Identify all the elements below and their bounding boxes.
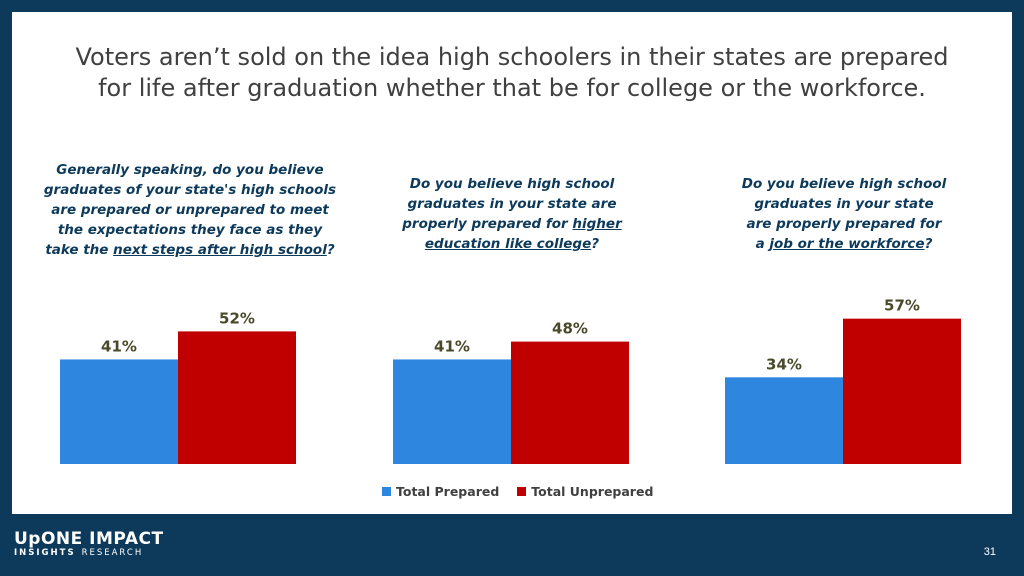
- question-2-line: graduates in your state are: [407, 196, 617, 212]
- question-1-line: take the next steps after high school?: [40, 240, 340, 260]
- question-1-line: the expectations they face as they: [57, 222, 323, 238]
- data-label: 34%: [766, 355, 802, 373]
- logo-bottom-left: INSIGHTS: [14, 548, 76, 558]
- bar-charts: 41% 52% 41% 48% 34% 57%: [60, 297, 961, 464]
- question-3-underlined: job or the workforce: [769, 236, 925, 252]
- question-1-line: are prepared or unprepared to meet: [51, 202, 329, 218]
- question-1-underlined: next steps after high school: [113, 242, 327, 258]
- question-2-prefix: properly prepared for: [402, 216, 573, 232]
- logo-bottom-text: INSIGHTS RESEARCH: [14, 548, 164, 559]
- legend-item-unprepared: Total Unprepared: [517, 484, 653, 499]
- slide: Voters aren’t sold on the idea high scho…: [12, 12, 1012, 514]
- question-1: Generally speaking, do you believe gradu…: [40, 160, 340, 260]
- question-3-suffix: ?: [924, 236, 933, 252]
- question-3-line: are properly prepared for: [746, 216, 942, 232]
- data-label: 48%: [552, 320, 588, 338]
- question-3: Do you believe high school graduates in …: [694, 174, 994, 254]
- legend-item-prepared: Total Prepared: [382, 484, 499, 499]
- legend-swatch-unprepared: [517, 487, 527, 496]
- question-2-line: Do you believe high school: [409, 176, 615, 192]
- question-1-suffix: ?: [326, 242, 335, 258]
- data-label: 52%: [219, 309, 255, 327]
- question-2: Do you believe high school graduates in …: [362, 174, 662, 254]
- question-3-line: graduates in your state: [754, 196, 934, 212]
- legend-label-prepared: Total Prepared: [396, 484, 500, 499]
- bar-unprepared: [178, 331, 296, 464]
- bar-unprepared: [511, 341, 629, 464]
- slide-title: Voters aren’t sold on the idea high scho…: [12, 42, 1012, 104]
- question-3-line: a job or the workforce?: [694, 234, 994, 254]
- title-line-1: Voters aren’t sold on the idea high scho…: [75, 43, 949, 71]
- title-line-2: for life after graduation whether that b…: [98, 74, 926, 102]
- question-2-underlined-2: education like college: [424, 236, 592, 252]
- data-label: 41%: [101, 337, 137, 355]
- bar-prepared: [725, 377, 843, 464]
- logo-bottom-right: RESEARCH: [81, 548, 144, 558]
- question-3-line: Do you believe high school: [741, 176, 947, 192]
- question-2-line: education like college?: [362, 234, 662, 254]
- legend-label-unprepared: Total Unprepared: [531, 484, 654, 499]
- legend: Total Prepared Total Unprepared: [382, 484, 653, 499]
- legend-swatch-prepared: [382, 487, 391, 496]
- bar-prepared: [393, 359, 511, 464]
- question-2-suffix: ?: [591, 236, 600, 252]
- bar-unprepared: [843, 318, 961, 464]
- question-2-underlined: higher: [572, 216, 622, 232]
- page-number: 31: [983, 546, 996, 558]
- logo-top-text: UpONE IMPACT: [14, 529, 164, 549]
- company-logo: UpONE IMPACT INSIGHTS RESEARCH: [14, 530, 164, 559]
- question-1-line: Generally speaking, do you believe: [56, 162, 324, 178]
- data-label: 57%: [884, 297, 920, 315]
- bar-prepared: [60, 359, 178, 464]
- question-3-prefix: a: [755, 236, 770, 252]
- question-1-prefix: take the: [45, 242, 114, 258]
- question-2-line: properly prepared for higher: [362, 214, 662, 234]
- data-label: 41%: [434, 337, 470, 355]
- question-1-line: graduates of your state's high schools: [43, 182, 337, 198]
